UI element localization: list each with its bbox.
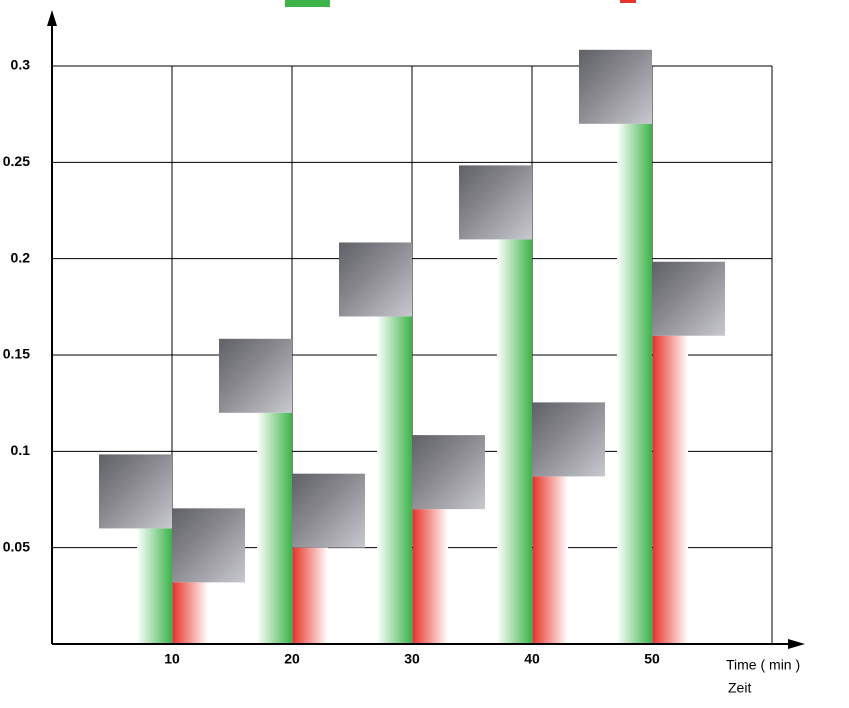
bar: [533, 476, 568, 644]
bar: [137, 528, 172, 644]
x-tick-label: 50: [644, 651, 660, 667]
y-tick-label: 0.25: [3, 153, 30, 169]
bar: [617, 123, 652, 645]
tool-photo: [172, 508, 245, 583]
bar: [257, 412, 292, 644]
bar: [377, 316, 412, 644]
x-tick-label: 40: [524, 651, 540, 667]
tool-photo: [579, 49, 652, 124]
x-axis-label: Time ( min ): [726, 657, 800, 673]
tool-photo: [459, 165, 532, 240]
y-tick-label: 0.1: [11, 442, 31, 458]
bar: [653, 335, 688, 644]
tool-photo: [292, 473, 365, 548]
y-axis-arrow: [47, 10, 57, 26]
legend-swatch: [285, 0, 330, 7]
bar: [173, 582, 208, 644]
x-tick-label: 20: [284, 651, 300, 667]
tool-photo: [99, 454, 172, 529]
x-tick-label: 10: [164, 651, 180, 667]
tool-photo: [412, 435, 485, 510]
x-axis-arrow: [788, 639, 805, 649]
y-tick-label: 0.2: [11, 249, 31, 265]
y-tick-label: 0.3: [11, 57, 31, 73]
x-tick-label: 30: [404, 651, 420, 667]
tool-photo: [532, 402, 605, 477]
bar: [293, 547, 328, 644]
y-tick-label: 0.15: [3, 346, 30, 362]
tool-photo: [339, 242, 412, 317]
tool-photo: [652, 261, 725, 336]
bar: [497, 239, 532, 644]
y-tick-label: 0.05: [3, 538, 30, 554]
x-axis-label: Zeit: [728, 680, 751, 696]
tool-photo: [219, 338, 292, 413]
legend-swatch: [620, 0, 636, 3]
bar: [413, 509, 448, 644]
